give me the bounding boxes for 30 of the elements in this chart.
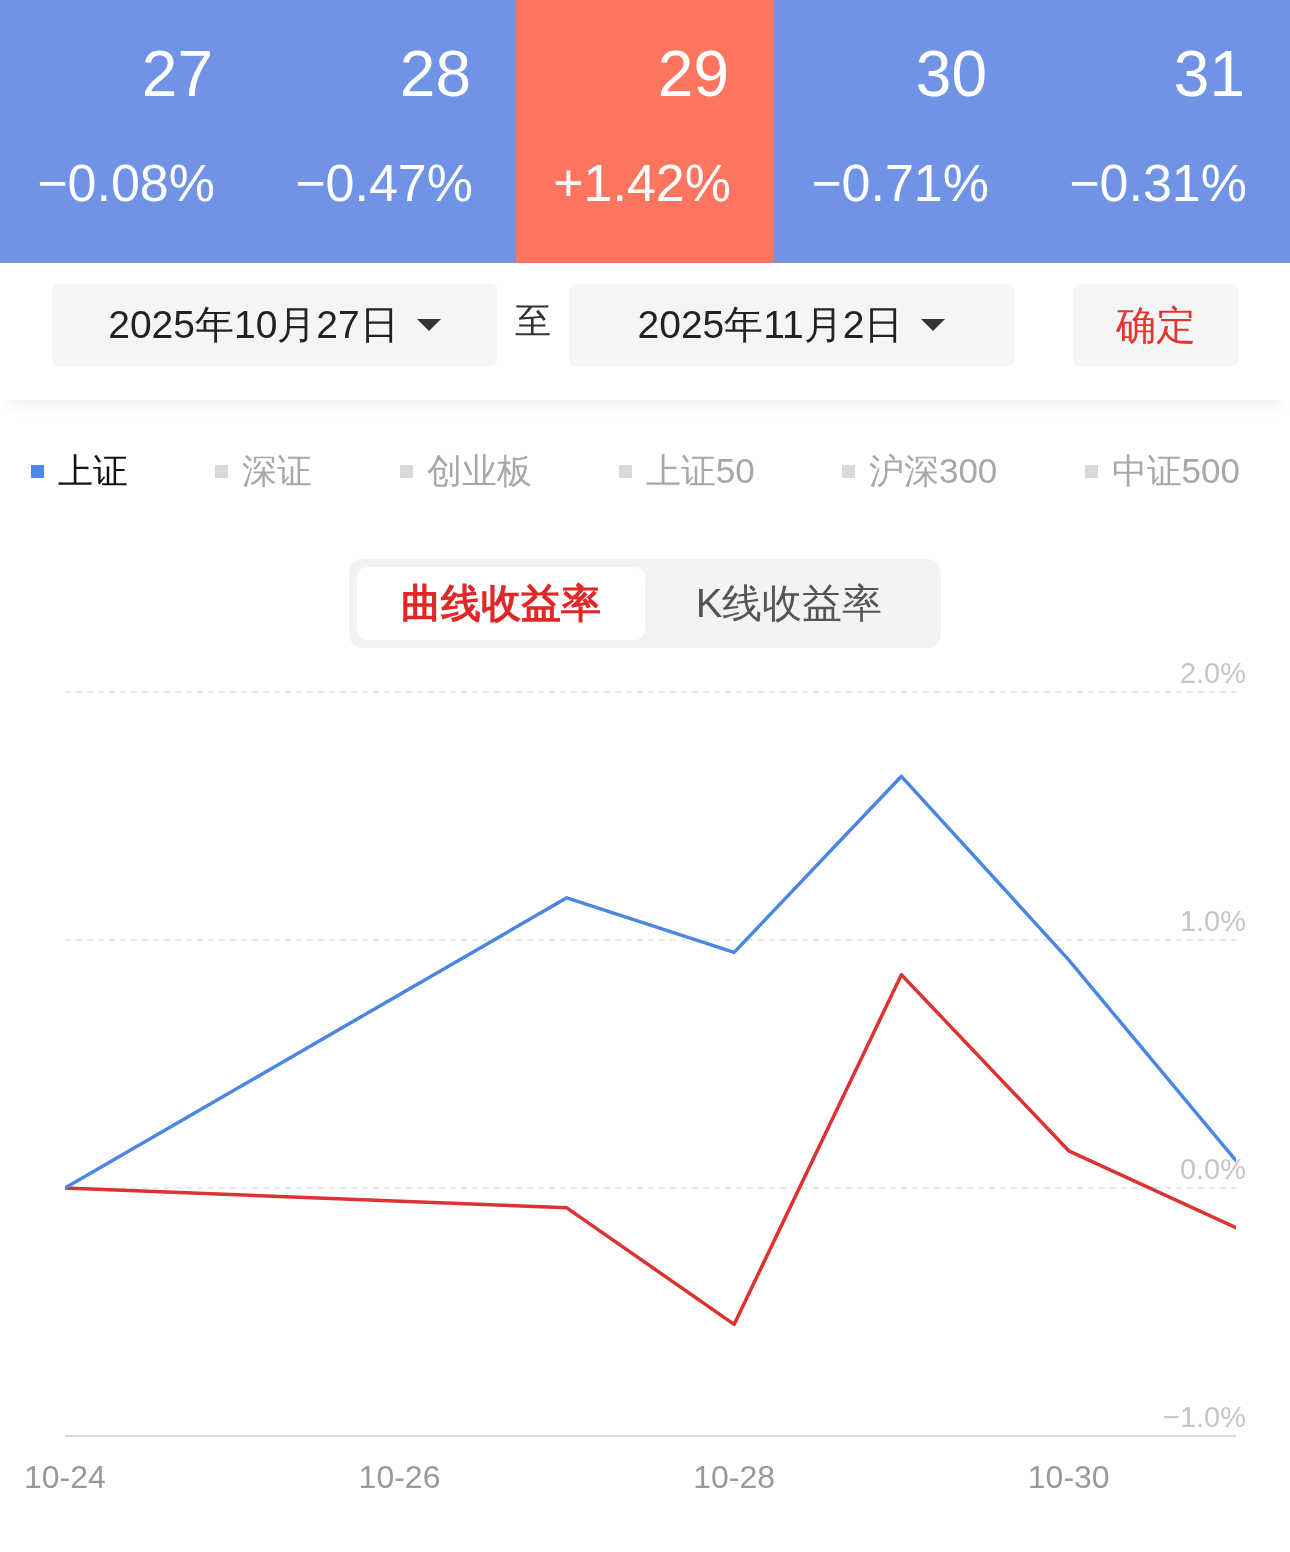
- data-label: −0.31%: [1069, 154, 1247, 213]
- x-tick-label: 10-24: [24, 1459, 106, 1496]
- text: 沪深300: [868, 451, 998, 490]
- legend-label: 上证: [58, 451, 128, 490]
- x-tick-label: 30: [915, 38, 987, 111]
- data-label: −0.08%: [37, 154, 215, 213]
- x-tick-label: 10-28: [693, 1459, 776, 1496]
- x-tick-label: 31: [1173, 38, 1245, 111]
- x-tick-label: 10-26: [358, 1459, 441, 1496]
- x-tick-label: 10-30: [1027, 1459, 1110, 1496]
- confirm-button: 确定: [1073, 284, 1238, 366]
- date-field: 2025年11月2日: [569, 284, 1014, 366]
- y-tick-label: 2.0%: [1179, 657, 1246, 689]
- segmented-control: 曲线收益率 K线收益率: [349, 559, 941, 648]
- y-tick-label: 0.0%: [1179, 1153, 1246, 1185]
- data-label: +1.42%: [553, 154, 731, 213]
- text: 创业板: [426, 451, 532, 490]
- x-tick-label: 27: [141, 38, 213, 111]
- text: 中证500: [1111, 451, 1240, 490]
- y-tick-label: 1.0%: [1179, 905, 1246, 937]
- x-tick-label: 29: [657, 38, 729, 111]
- text: 至: [515, 300, 551, 341]
- selected-tab: 曲线收益率: [357, 567, 645, 640]
- data-label: −0.71%: [811, 154, 989, 213]
- data-label: −0.47%: [295, 154, 473, 213]
- y-tick-label: −1.0%: [1162, 1401, 1246, 1433]
- x-tick-label: 28: [399, 38, 471, 111]
- date-field: 2025年10月27日: [52, 284, 497, 366]
- text: 上证50: [645, 451, 755, 490]
- text: 深证: [242, 451, 313, 490]
